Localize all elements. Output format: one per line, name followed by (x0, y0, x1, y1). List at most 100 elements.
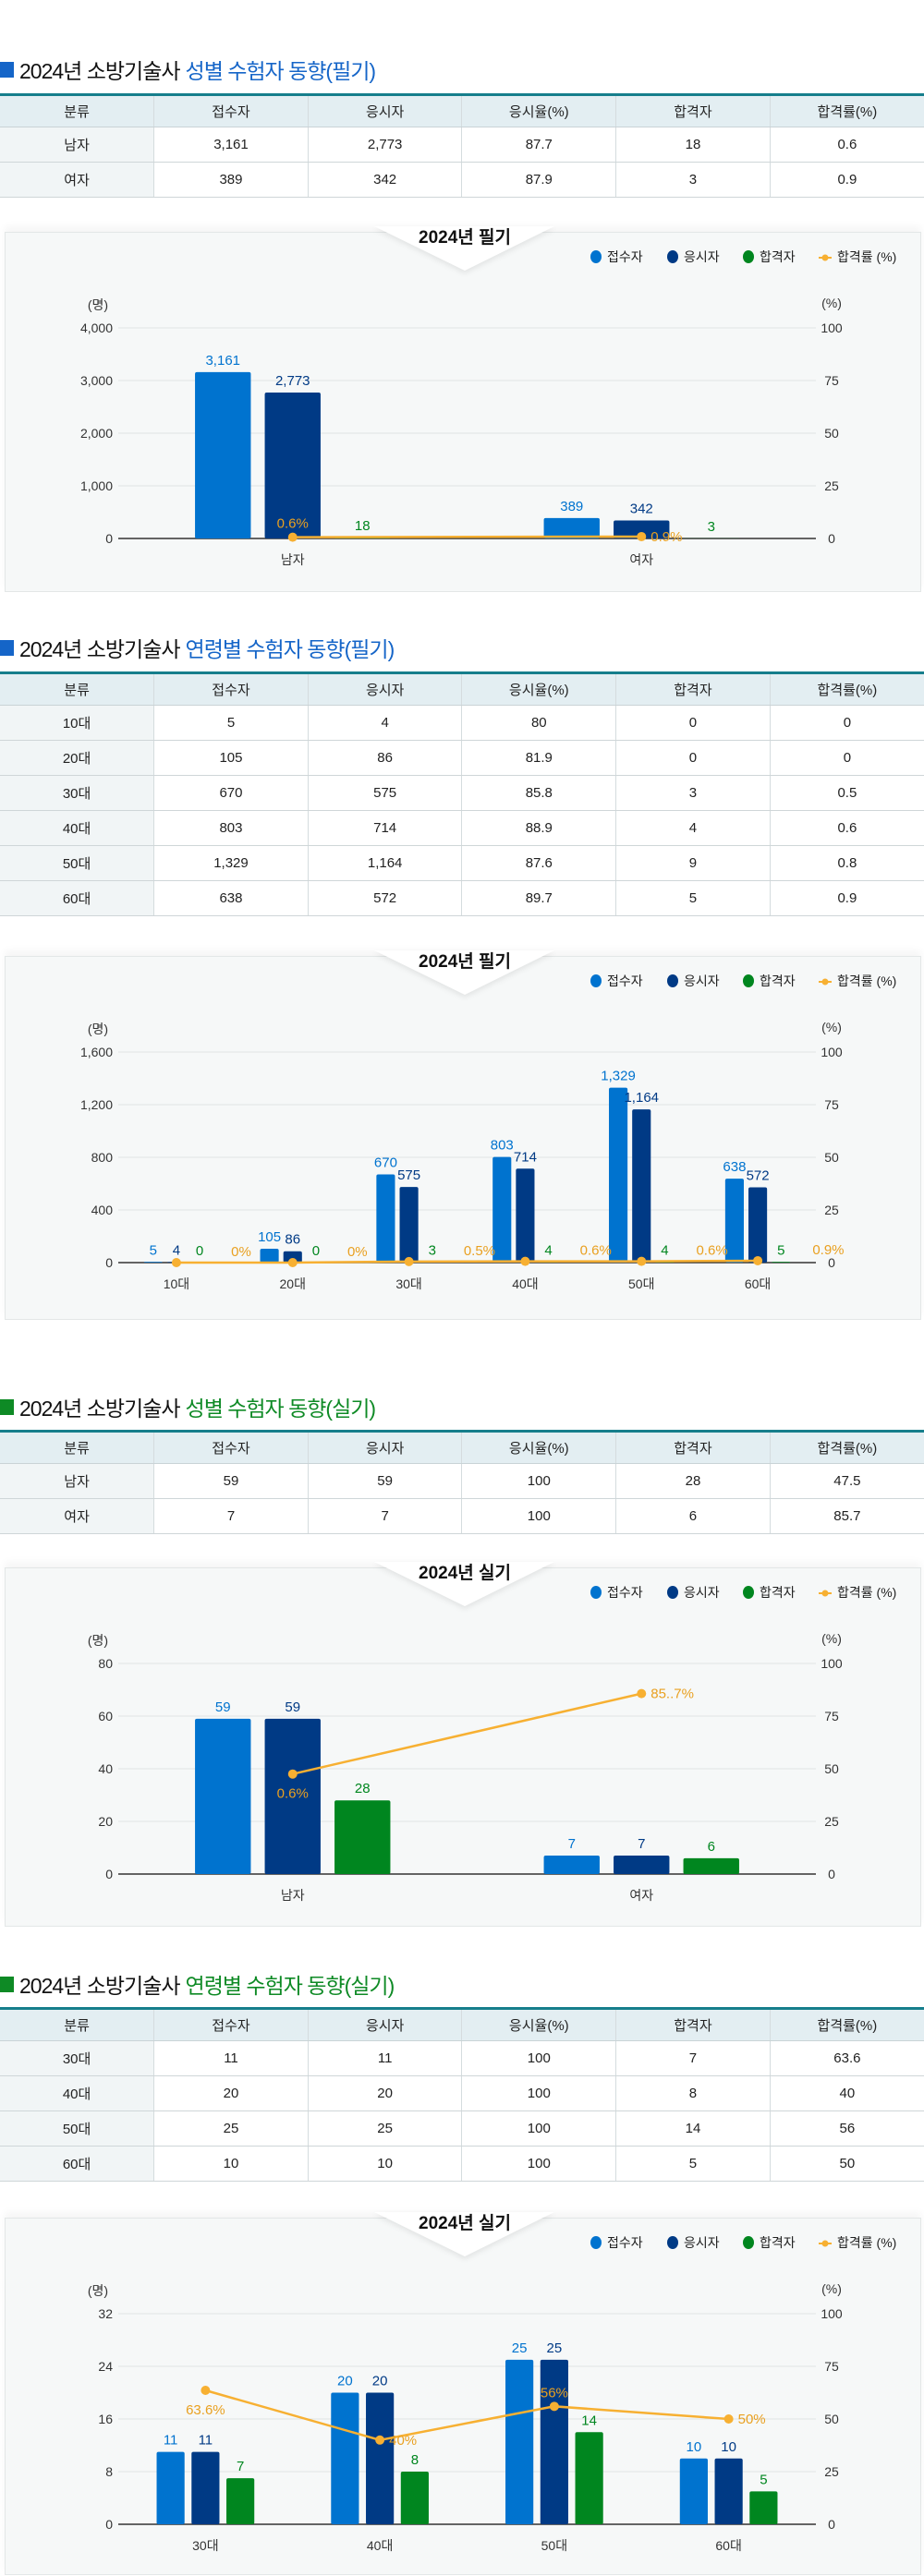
table-cell: 85.8 (461, 775, 616, 811)
bar-examinees (714, 2458, 743, 2524)
pass-rate-line (205, 2389, 729, 2442)
bar-value-label: 5 (150, 1242, 157, 1258)
y2-tick-label: 50 (824, 2412, 839, 2426)
bar-passers (683, 1857, 739, 1874)
bar-applicants (331, 2392, 359, 2524)
x-tick-label: 40대 (512, 1276, 538, 1291)
table-cell: 803 (153, 810, 309, 846)
table-cell: 1,329 (153, 845, 309, 881)
pass-rate-point (287, 1258, 298, 1267)
table-cell: 59 (307, 1463, 462, 1499)
table-cell: 389 (153, 162, 309, 198)
table-cell: 4 (307, 705, 462, 741)
title-prefix: 2024년 소방기술사 (19, 59, 181, 83)
bar-applicants (505, 2359, 534, 2524)
bar-value-label: 4 (661, 1242, 668, 1258)
pass-rate-line (292, 1692, 642, 1775)
y-tick-label: 1,600 (80, 1045, 113, 1059)
bar-value-label: 389 (560, 499, 583, 514)
chart-box (5, 232, 921, 592)
table-cell: 638 (153, 880, 309, 916)
title-highlight: 성별 수험자 동향(실기) (185, 1397, 377, 1421)
bar-applicants (195, 371, 251, 538)
gender-written-table: 분류 접수자 응시자 응시율(%) 합격자 합격률(%) 남자 3,161 2,773 87.7 1… (0, 93, 924, 198)
legend-pass_rate: 합격률 (%) (837, 974, 896, 988)
pass-rate-point (375, 2435, 385, 2445)
legend-examinees-marker-icon (667, 974, 678, 987)
x-tick-label: 30대 (192, 2538, 218, 2553)
table-row: 50대 25 25 100 14 56 (0, 2110, 924, 2147)
table-row: 40대 803 714 88.9 4 0.6 (0, 810, 924, 846)
y2-axis-unit: (%) (821, 2281, 842, 2296)
table-cell: 80 (461, 705, 616, 741)
bar-value-label: 14 (581, 2413, 597, 2428)
y-tick-label: 1,200 (80, 1097, 113, 1112)
bar-value-label: 105 (258, 1229, 281, 1245)
age-written-table: 분류 접수자 응시자 응시율(%) 합격자 합격률(%) 10대 5 4 80 0 0 20대 105 86… (0, 671, 924, 916)
table-cell: 0.9 (769, 880, 924, 916)
bar-examinees (516, 1168, 535, 1263)
y2-tick-label: 25 (824, 1203, 839, 1217)
column-header: 합격자 (615, 1431, 771, 1464)
legend-applicants-marker-icon (590, 250, 602, 263)
bar-examinees (191, 2451, 220, 2524)
y-tick-label: 4,000 (80, 320, 113, 335)
pass-rate-label: 0.6% (277, 516, 309, 532)
column-header: 응시자 (307, 94, 462, 127)
y2-tick-label: 25 (824, 1814, 839, 1829)
column-header: 분류 (0, 672, 154, 706)
pass-rate-point (520, 1256, 530, 1266)
column-header: 분류 (0, 94, 154, 127)
table-row: 여자 7 7 100 6 85.7 (0, 1498, 924, 1534)
bar-applicants (156, 2451, 185, 2524)
table-cell: 20 (307, 2075, 462, 2111)
column-header: 응시율(%) (461, 2008, 616, 2041)
bar-value-label: 6 (708, 1839, 715, 1855)
pass-rate-point (549, 2401, 559, 2412)
y-tick-label: 3,000 (80, 373, 113, 388)
table-cell: 0.5 (769, 775, 924, 811)
bar-value-label: 803 (491, 1138, 514, 1154)
bar-passers (226, 2478, 255, 2524)
column-header: 합격자 (615, 94, 771, 127)
square-bullet-icon (0, 1398, 14, 1415)
bar-value-label: 11 (199, 2433, 213, 2449)
table-cell: 7 (153, 1498, 309, 1534)
table-cell: 7 (307, 1498, 462, 1534)
row-label: 60대 (0, 880, 154, 916)
column-header: 합격률(%) (769, 672, 924, 706)
bar-examinees (399, 1187, 419, 1263)
bar-applicants (543, 517, 600, 538)
y2-axis-unit: (%) (821, 1631, 842, 1646)
table-cell: 25 (307, 2110, 462, 2147)
y2-tick-label: 50 (824, 1150, 839, 1165)
title-prefix: 2024년 소방기술사 (19, 1974, 181, 1998)
x-tick-label: 50대 (541, 2538, 567, 2553)
table-row: 50대 1,329 1,164 87.6 9 0.8 (0, 845, 924, 881)
row-label: 남자 (0, 127, 154, 163)
table-cell: 100 (461, 2040, 616, 2076)
y-tick-label: 1,000 (80, 478, 113, 493)
bar-value-label: 7 (638, 1836, 645, 1852)
table-row: 남자 59 59 100 28 47.5 (0, 1463, 924, 1499)
table-row: 40대 20 20 100 8 40 (0, 2075, 924, 2111)
table-cell: 88.9 (461, 810, 616, 846)
title-highlight: 연령별 수험자 동향(실기) (185, 1974, 395, 1998)
table-cell: 0 (615, 705, 771, 741)
column-header: 응시자 (307, 2008, 462, 2041)
bar-examinees (283, 1251, 302, 1263)
table-cell: 20 (153, 2075, 309, 2111)
y-tick-label: 8 (105, 2464, 113, 2479)
bar-examinees (264, 392, 321, 538)
column-header: 접수자 (153, 672, 309, 706)
table-cell: 89.7 (461, 880, 616, 916)
bar-value-label: 28 (355, 1781, 371, 1796)
legend-pass_rate: 합격률 (%) (837, 1585, 896, 1600)
table-cell: 50 (769, 2146, 924, 2182)
column-header: 접수자 (153, 94, 309, 127)
bar-value-label: 4 (544, 1242, 552, 1258)
chart-title: 2024년 필기 (419, 227, 511, 248)
pass-rate-point (287, 532, 298, 542)
square-bullet-icon (0, 639, 14, 656)
row-label: 30대 (0, 2040, 154, 2076)
